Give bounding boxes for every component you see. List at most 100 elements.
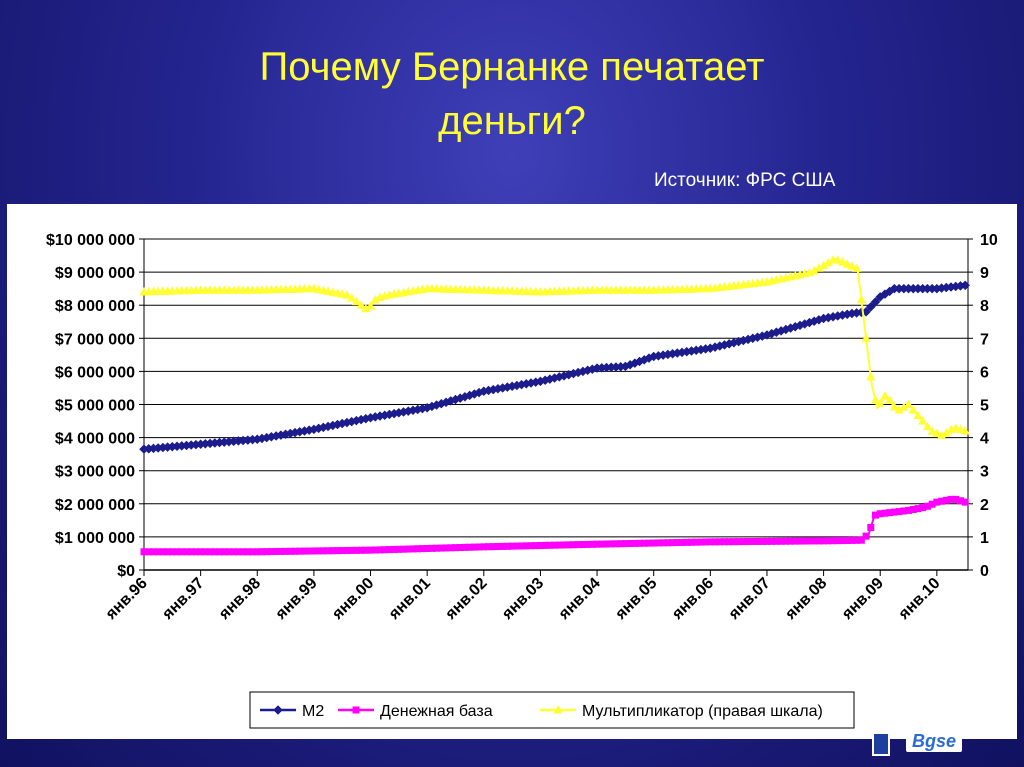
series-point	[900, 507, 908, 515]
series-3	[139, 254, 970, 440]
series-point	[650, 539, 658, 547]
series-1	[139, 280, 971, 455]
series-point	[853, 536, 861, 544]
series-point	[837, 257, 847, 266]
legend-label: Денежная база	[380, 703, 493, 720]
left-tick-label: $2 000 000	[55, 497, 135, 514]
series-point	[470, 543, 478, 551]
series-point	[777, 537, 785, 545]
series-point	[329, 547, 337, 555]
series-point	[772, 537, 780, 545]
series-point	[206, 548, 214, 556]
series-point	[494, 542, 502, 550]
series-point	[366, 301, 376, 310]
series-point	[159, 548, 167, 556]
series-point	[956, 497, 964, 505]
series-point	[706, 538, 714, 546]
series-point	[588, 540, 596, 548]
logo-text: Bgse	[906, 730, 963, 752]
series-point	[856, 294, 866, 304]
series-line	[143, 284, 966, 451]
series-point	[239, 548, 247, 556]
series-point	[409, 545, 417, 553]
legend: М2 Денежная база Мультипликатор (правая шк…	[249, 691, 855, 729]
series-point	[546, 541, 554, 549]
series-point	[272, 548, 280, 556]
series-point	[857, 536, 865, 544]
series-point	[659, 539, 667, 547]
left-tick-label: $5 000 000	[55, 398, 135, 415]
chart-panel: $0 $1 000 000 $2 000 000 $3 000 000 $4 000 0…	[7, 204, 1017, 739]
series-point	[518, 542, 526, 550]
series-point	[735, 538, 743, 546]
left-tick-label: $8 000 000	[55, 298, 135, 315]
series-point	[348, 546, 356, 554]
series-point	[527, 542, 535, 550]
series-point	[829, 537, 837, 545]
series-point	[154, 548, 162, 556]
series-point	[894, 405, 904, 414]
x-tick-label: янв.97	[159, 575, 208, 624]
legend-item: М2	[260, 703, 324, 720]
series-point	[876, 510, 884, 518]
legend-label: М2	[302, 703, 324, 720]
x-tick-label: янв.03	[498, 575, 547, 624]
series-point	[216, 548, 224, 556]
x-axis-ticks: янв.96 янв.97 янв.98 янв.99 янв.00 янв.01 янв.…	[102, 570, 944, 624]
right-tick-label: 1	[980, 530, 989, 547]
series-point	[178, 548, 186, 556]
series-point	[909, 506, 917, 514]
series-point	[310, 547, 318, 555]
series-point	[324, 547, 332, 555]
series-point	[867, 524, 875, 532]
series-point	[612, 540, 620, 548]
series-point	[258, 548, 266, 556]
series-point	[277, 547, 285, 555]
series-point	[532, 542, 540, 550]
x-tick-label: янв.04	[555, 575, 604, 624]
series-point	[861, 333, 871, 342]
series-point	[664, 539, 672, 547]
series-point	[871, 395, 881, 404]
series-point	[702, 538, 710, 546]
series-point	[560, 541, 568, 549]
right-axis-ticks: 0 1 2 3 4 5 6 7 8 9 10	[968, 232, 998, 580]
series-point	[865, 302, 876, 312]
series-point	[739, 538, 747, 546]
series-point	[852, 263, 862, 272]
series-point	[400, 545, 408, 553]
series-point	[870, 297, 881, 307]
series-point	[626, 540, 634, 548]
legend-swatch-marker	[352, 706, 360, 714]
series-point	[905, 506, 913, 514]
series-point	[352, 546, 360, 554]
series-point	[654, 539, 662, 547]
series-point	[499, 542, 507, 550]
series-point	[249, 548, 257, 556]
logo-mark-icon	[872, 732, 890, 756]
series-point	[683, 538, 691, 546]
series-point	[927, 426, 937, 435]
series-point	[814, 263, 824, 272]
series-point	[395, 545, 403, 553]
series-point	[356, 300, 366, 309]
series-point	[895, 508, 903, 516]
series-point	[381, 546, 389, 554]
series-point	[338, 547, 346, 555]
x-tick-label: янв.08	[782, 575, 831, 624]
series-point	[244, 548, 252, 556]
series-point	[796, 537, 804, 545]
series-point	[485, 543, 493, 551]
series-point	[602, 540, 610, 548]
series-point	[932, 428, 942, 437]
series-point	[640, 539, 648, 547]
grid-lines	[144, 238, 968, 538]
x-tick-label: янв.98	[215, 575, 264, 624]
series-point	[569, 541, 577, 549]
series-point	[922, 421, 932, 431]
right-tick-label: 3	[980, 464, 989, 481]
series-point	[621, 540, 629, 548]
left-tick-label: $10 000 000	[46, 232, 135, 249]
series-point	[886, 509, 894, 517]
series-point	[678, 538, 686, 546]
